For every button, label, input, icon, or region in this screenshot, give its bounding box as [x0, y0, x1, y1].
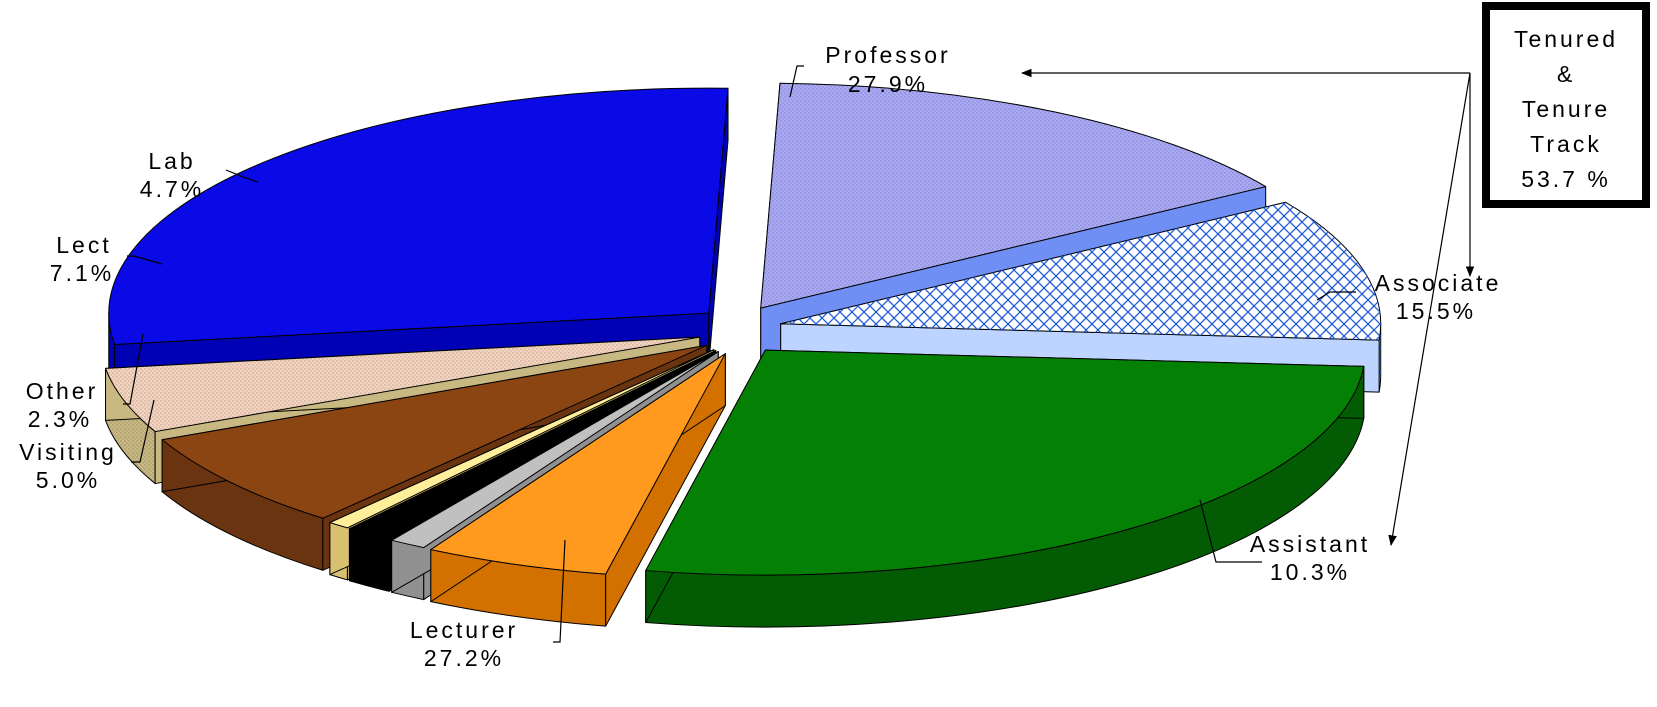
slice-top-professor: [108, 87, 729, 345]
slice-top-texture-assistant: [780, 202, 1381, 341]
label-other: Other: [26, 378, 99, 404]
leader-other: [123, 333, 144, 405]
value-professor: 27.9%: [848, 71, 928, 97]
value-associate: 15.5%: [1396, 298, 1476, 324]
tenure-callout-box: [1482, 2, 1650, 208]
slice-top-other_gray: [391, 351, 719, 549]
label-professor: Professor: [825, 42, 950, 68]
tenure-callout: Tenured & Tenure Track 53.7 %: [1020, 2, 1650, 547]
label-lab: Lab: [148, 148, 195, 174]
value-lab: 4.7%: [140, 176, 204, 202]
slice-top-other_black: [348, 350, 717, 540]
leader-assistant: [1199, 499, 1262, 563]
tenure-callout-line-2: &: [1557, 61, 1575, 87]
label-associate: Associate: [1375, 270, 1502, 296]
arrow-to-assistant: [1388, 72, 1471, 547]
leader-professor: [789, 65, 804, 98]
leader-associate: [1316, 291, 1356, 301]
slice-top-texture-lab: [105, 337, 700, 432]
slice-top-lecturer: [645, 349, 1365, 576]
label-visiting: Visiting: [19, 439, 117, 465]
slice-top-visiting: [430, 353, 726, 575]
pie-slices: [105, 82, 1382, 628]
label-assistant: Assistant: [1250, 531, 1370, 557]
value-visiting: 5.0%: [36, 467, 100, 493]
label-lecturer: Lecturer: [410, 617, 518, 643]
tenure-callout-line-5: 53.7 %: [1521, 166, 1611, 192]
tenure-callout-line-1: Tenured: [1514, 26, 1618, 52]
leader-lines: [123, 65, 1356, 643]
value-other: 2.3%: [28, 406, 92, 432]
slice-lecturer: [645, 349, 1365, 628]
slice-top-other_cream: [329, 349, 715, 529]
label-lect: Lect: [56, 232, 111, 258]
value-assistant: 10.3%: [1270, 559, 1350, 585]
leader-lab: [225, 169, 259, 183]
value-lect: 7.1%: [50, 260, 114, 286]
leader-lect: [127, 255, 163, 265]
tenure-callout-line-4: Track: [1530, 131, 1602, 157]
value-lecturer: 27.2%: [424, 645, 504, 671]
tenure-callout-line-3: Tenure: [1522, 96, 1610, 122]
slice-top-lect: [161, 344, 708, 519]
leader-visiting: [131, 399, 155, 463]
slice-top-texture-associate: [760, 83, 1266, 309]
leader-lecturer: [553, 539, 566, 643]
slice-labels: Professor 27.9% Associate 15.5% Assistan…: [19, 42, 1502, 671]
